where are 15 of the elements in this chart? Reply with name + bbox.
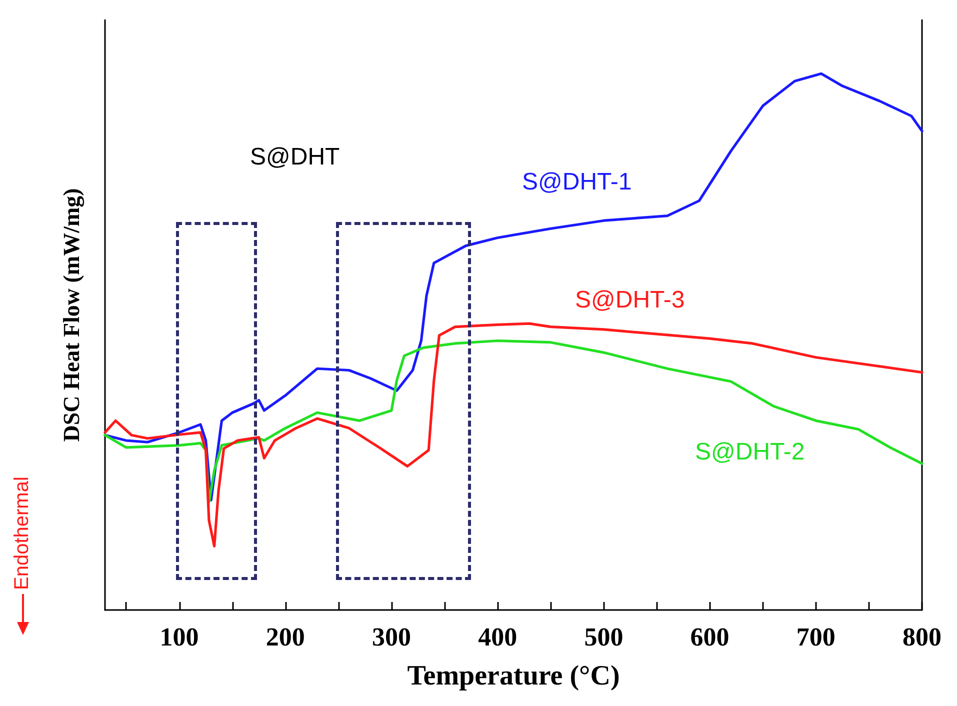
series-label: S@DHT-2 (695, 438, 805, 466)
x-tick-label: 600 (690, 622, 730, 652)
x-tick-label: 300 (372, 622, 411, 652)
x-tick-label: 100 (160, 622, 199, 652)
x-tick-label: 400 (478, 622, 518, 652)
y-axis-title: DSC Heat Flow (mW/mg) (59, 188, 85, 442)
x-tick-label: 500 (584, 622, 624, 652)
x-tick-label: 800 (902, 622, 942, 652)
x-tick-label: 200 (266, 622, 305, 652)
series-label: S@DHT-3 (575, 286, 685, 314)
annotation: S@DHT (250, 144, 340, 170)
text: Endothermal (11, 476, 33, 590)
series-label: S@DHT-1 (522, 168, 632, 196)
x-tick-label: 700 (796, 622, 836, 652)
x-axis-title: Temperature (°C) (407, 660, 620, 692)
